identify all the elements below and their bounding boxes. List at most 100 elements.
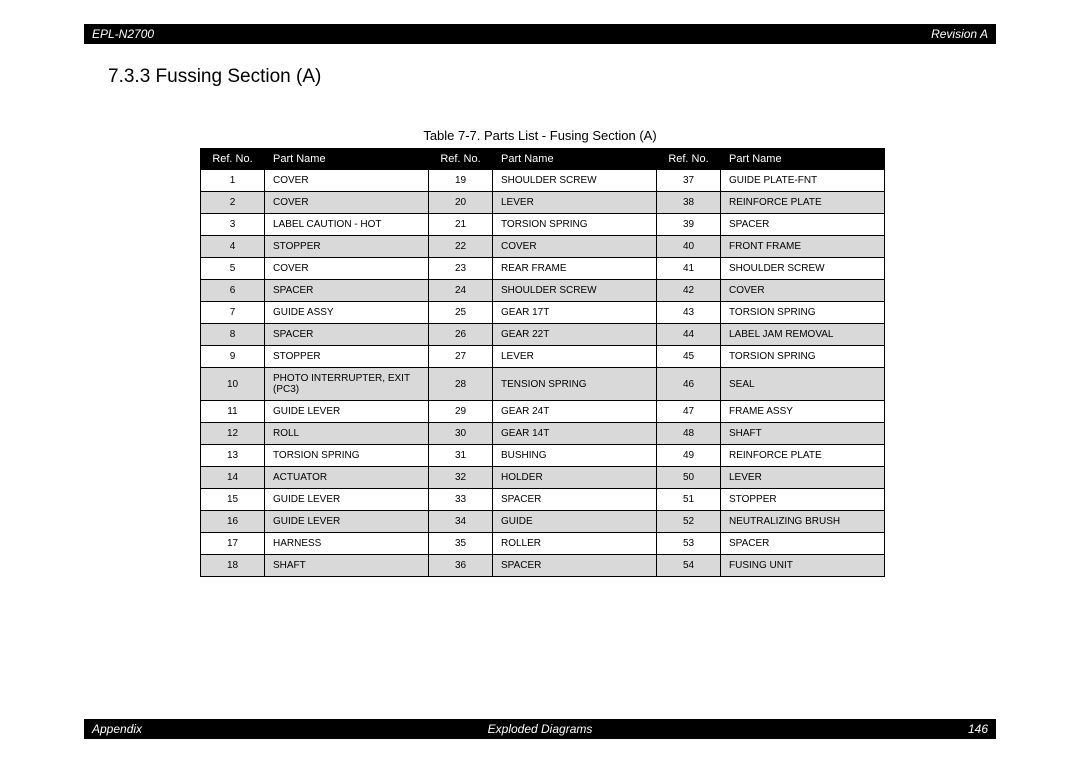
col-header: Part Name (493, 149, 657, 170)
part-name-cell: GEAR 24T (493, 401, 657, 423)
part-name-cell: STOPPER (265, 236, 429, 258)
ref-no-cell: 53 (657, 533, 721, 555)
footer-left: Appendix (92, 722, 142, 736)
ref-no-cell: 1 (201, 170, 265, 192)
part-name-cell: HARNESS (265, 533, 429, 555)
part-name-cell: GUIDE (493, 511, 657, 533)
part-name-cell: TORSION SPRING (493, 214, 657, 236)
ref-no-cell: 34 (429, 511, 493, 533)
ref-no-cell: 11 (201, 401, 265, 423)
part-name-cell: STOPPER (265, 346, 429, 368)
header-left: EPL-N2700 (92, 27, 154, 41)
page-header-bar: EPL-N2700 Revision A (84, 24, 996, 44)
ref-no-cell: 31 (429, 445, 493, 467)
table-row: 1COVER19SHOULDER SCREW37GUIDE PLATE-FNT (201, 170, 885, 192)
part-name-cell: REINFORCE PLATE (721, 192, 885, 214)
ref-no-cell: 9 (201, 346, 265, 368)
part-name-cell: COVER (265, 258, 429, 280)
table-row: 10PHOTO INTERRUPTER, EXIT (PC3)28TENSION… (201, 368, 885, 401)
parts-list-table: Ref. No. Part Name Ref. No. Part Name Re… (200, 148, 885, 577)
ref-no-cell: 48 (657, 423, 721, 445)
page-footer-bar: Appendix Exploded Diagrams 146 (84, 719, 996, 739)
part-name-cell: TENSION SPRING (493, 368, 657, 401)
part-name-cell: ROLLER (493, 533, 657, 555)
ref-no-cell: 14 (201, 467, 265, 489)
ref-no-cell: 20 (429, 192, 493, 214)
part-name-cell: SHAFT (721, 423, 885, 445)
ref-no-cell: 37 (657, 170, 721, 192)
ref-no-cell: 23 (429, 258, 493, 280)
part-name-cell: LABEL CAUTION - HOT (265, 214, 429, 236)
part-name-cell: SPACER (721, 214, 885, 236)
table-row: 2COVER20LEVER38REINFORCE PLATE (201, 192, 885, 214)
ref-no-cell: 28 (429, 368, 493, 401)
part-name-cell: COVER (493, 236, 657, 258)
ref-no-cell: 15 (201, 489, 265, 511)
ref-no-cell: 3 (201, 214, 265, 236)
table-row: 16GUIDE LEVER34GUIDE52NEUTRALIZING BRUSH (201, 511, 885, 533)
part-name-cell: LEVER (493, 192, 657, 214)
table-row: 15GUIDE LEVER33SPACER51STOPPER (201, 489, 885, 511)
col-header: Part Name (721, 149, 885, 170)
part-name-cell: SEAL (721, 368, 885, 401)
part-name-cell: SHOULDER SCREW (721, 258, 885, 280)
table-row: 13TORSION SPRING31BUSHING49REINFORCE PLA… (201, 445, 885, 467)
ref-no-cell: 50 (657, 467, 721, 489)
part-name-cell: BUSHING (493, 445, 657, 467)
ref-no-cell: 17 (201, 533, 265, 555)
table-row: 8SPACER26GEAR 22T44LABEL JAM REMOVAL (201, 324, 885, 346)
part-name-cell: LEVER (721, 467, 885, 489)
part-name-cell: COVER (721, 280, 885, 302)
ref-no-cell: 39 (657, 214, 721, 236)
section-title: 7.3.3 Fussing Section (A) (108, 66, 321, 88)
table-caption: Table 7-7. Parts List - Fusing Section (… (0, 128, 1080, 143)
ref-no-cell: 10 (201, 368, 265, 401)
table-row: 5COVER23REAR FRAME41SHOULDER SCREW (201, 258, 885, 280)
part-name-cell: SPACER (265, 280, 429, 302)
part-name-cell: NEUTRALIZING BRUSH (721, 511, 885, 533)
part-name-cell: GEAR 14T (493, 423, 657, 445)
ref-no-cell: 19 (429, 170, 493, 192)
col-header: Part Name (265, 149, 429, 170)
part-name-cell: FRAME ASSY (721, 401, 885, 423)
table-header-row: Ref. No. Part Name Ref. No. Part Name Re… (201, 149, 885, 170)
ref-no-cell: 44 (657, 324, 721, 346)
ref-no-cell: 29 (429, 401, 493, 423)
ref-no-cell: 27 (429, 346, 493, 368)
document-page: EPL-N2700 Revision A 7.3.3 Fussing Secti… (0, 0, 1080, 763)
table-row: 14ACTUATOR32HOLDER50LEVER (201, 467, 885, 489)
ref-no-cell: 32 (429, 467, 493, 489)
table-row: 7GUIDE ASSY25GEAR 17T43TORSION SPRING (201, 302, 885, 324)
col-header: Ref. No. (657, 149, 721, 170)
ref-no-cell: 13 (201, 445, 265, 467)
part-name-cell: HOLDER (493, 467, 657, 489)
ref-no-cell: 30 (429, 423, 493, 445)
ref-no-cell: 5 (201, 258, 265, 280)
ref-no-cell: 33 (429, 489, 493, 511)
part-name-cell: SPACER (493, 489, 657, 511)
part-name-cell: TORSION SPRING (721, 346, 885, 368)
part-name-cell: ROLL (265, 423, 429, 445)
ref-no-cell: 40 (657, 236, 721, 258)
table-row: 3LABEL CAUTION - HOT21TORSION SPRING39SP… (201, 214, 885, 236)
footer-center: Exploded Diagrams (84, 722, 996, 736)
col-header: Ref. No. (201, 149, 265, 170)
ref-no-cell: 51 (657, 489, 721, 511)
ref-no-cell: 25 (429, 302, 493, 324)
part-name-cell: LABEL JAM REMOVAL (721, 324, 885, 346)
part-name-cell: STOPPER (721, 489, 885, 511)
ref-no-cell: 26 (429, 324, 493, 346)
ref-no-cell: 16 (201, 511, 265, 533)
part-name-cell: GUIDE LEVER (265, 401, 429, 423)
table-row: 6SPACER24SHOULDER SCREW42COVER (201, 280, 885, 302)
ref-no-cell: 2 (201, 192, 265, 214)
part-name-cell: COVER (265, 170, 429, 192)
footer-right: 146 (968, 722, 988, 736)
ref-no-cell: 41 (657, 258, 721, 280)
part-name-cell: REINFORCE PLATE (721, 445, 885, 467)
ref-no-cell: 6 (201, 280, 265, 302)
ref-no-cell: 18 (201, 555, 265, 577)
table-row: 17HARNESS35ROLLER53SPACER (201, 533, 885, 555)
part-name-cell: SHOULDER SCREW (493, 280, 657, 302)
part-name-cell: GUIDE PLATE-FNT (721, 170, 885, 192)
